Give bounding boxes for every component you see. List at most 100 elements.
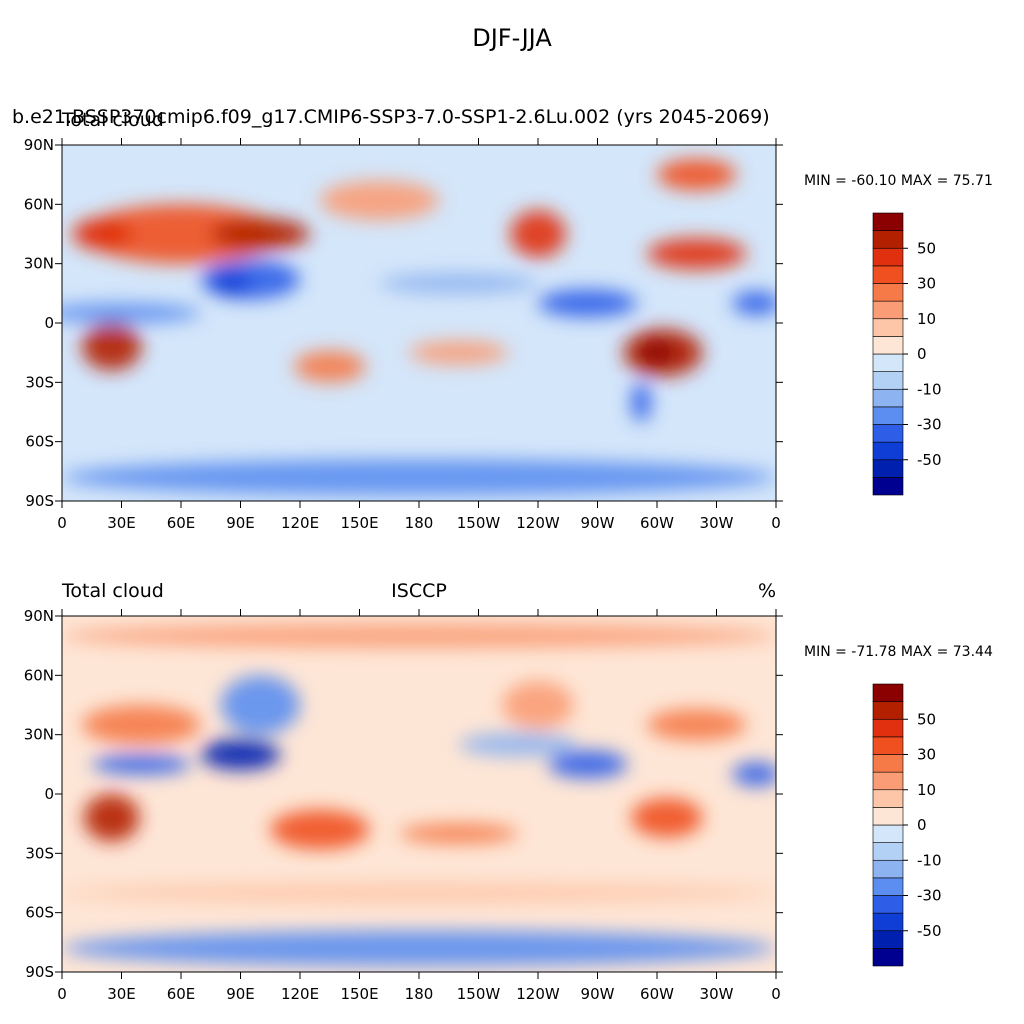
colorbar-box bbox=[872, 318, 904, 337]
x-tick-label: 180 bbox=[405, 985, 434, 1003]
field-blob bbox=[631, 797, 703, 838]
case-title: b.e21.BSSP370cmip6.f09_g17.CMIP6-SSP3-7.… bbox=[12, 106, 770, 128]
y-tick-label: 60S bbox=[25, 433, 54, 451]
field-blob bbox=[62, 930, 776, 967]
field-blobs bbox=[62, 158, 776, 496]
colorbar-box bbox=[872, 371, 904, 390]
x-tick-label: 60E bbox=[167, 514, 196, 532]
field-blob bbox=[502, 681, 574, 729]
colorbar-box bbox=[872, 824, 904, 843]
field-blob bbox=[637, 340, 677, 365]
field-blob bbox=[409, 340, 509, 365]
colorbar-label: 50 bbox=[917, 239, 936, 257]
x-tick-label: 60W bbox=[640, 985, 674, 1003]
colorbar-box bbox=[872, 424, 904, 443]
field-blob bbox=[71, 218, 132, 250]
field-blob bbox=[62, 303, 201, 323]
field-blob bbox=[538, 289, 638, 318]
colorbar-box bbox=[872, 336, 904, 355]
colorbar-box bbox=[872, 736, 904, 755]
y-tick-label: 60N bbox=[24, 666, 54, 684]
x-tick-label: 120E bbox=[281, 514, 319, 532]
y-tick-label: 90S bbox=[25, 963, 54, 981]
colorbar-label: -30 bbox=[917, 887, 942, 905]
x-tick-label: 120W bbox=[516, 514, 560, 532]
x-tick-label: 0 bbox=[771, 985, 781, 1003]
colorbar-box bbox=[872, 912, 904, 932]
colorbar-box bbox=[872, 930, 904, 949]
field-blob bbox=[62, 883, 776, 903]
field-blob bbox=[547, 750, 628, 779]
colorbar-box bbox=[872, 406, 904, 425]
x-tick-label: 150E bbox=[340, 985, 378, 1003]
colorbar-label: 10 bbox=[917, 310, 936, 328]
field-blob bbox=[200, 738, 281, 771]
colorbar-label: 30 bbox=[917, 746, 936, 764]
field-blob bbox=[210, 218, 310, 250]
x-tick-label: 30W bbox=[700, 514, 734, 532]
field-blob bbox=[631, 382, 652, 422]
field-blob bbox=[294, 350, 366, 383]
colorbar-box bbox=[872, 477, 904, 496]
field-blob bbox=[81, 204, 281, 264]
x-tick-label: 150E bbox=[340, 514, 378, 532]
x-tick-label: 90W bbox=[581, 985, 615, 1003]
min-max: MIN = -71.78 MAX = 73.44 bbox=[804, 644, 993, 660]
field-background bbox=[62, 616, 776, 972]
colorbar-box bbox=[872, 701, 904, 720]
center-title: ISCCP bbox=[391, 580, 447, 602]
colorbar-box bbox=[872, 265, 904, 284]
map-field bbox=[62, 145, 776, 501]
colorbar-label: 0 bbox=[917, 345, 927, 363]
x-tick-label: 60E bbox=[167, 985, 196, 1003]
colorbar-label: 50 bbox=[917, 710, 936, 728]
colorbar-label: -10 bbox=[917, 851, 942, 869]
y-tick-label: 90N bbox=[24, 136, 54, 154]
x-tick-label: 0 bbox=[57, 985, 67, 1003]
field-blob bbox=[732, 762, 776, 787]
x-tick-label: 150W bbox=[457, 985, 501, 1003]
x-tick-label: 30E bbox=[107, 514, 136, 532]
colorbar-box bbox=[872, 718, 904, 738]
x-tick-label: 90W bbox=[581, 514, 615, 532]
y-tick-label: 0 bbox=[44, 785, 54, 803]
field-blob bbox=[319, 180, 439, 221]
y-tick-label: 30S bbox=[25, 373, 54, 391]
colorbar-box bbox=[872, 441, 904, 461]
y-tick-label: 60N bbox=[24, 195, 54, 213]
x-tick-label: 180 bbox=[405, 514, 434, 532]
field-blob bbox=[647, 237, 747, 270]
field-blob bbox=[270, 809, 370, 850]
x-tick-label: 30W bbox=[700, 985, 734, 1003]
field-blob bbox=[81, 705, 201, 745]
x-tick-label: 30E bbox=[107, 985, 136, 1003]
colorbar-box bbox=[872, 353, 904, 372]
y-tick-label: 30S bbox=[25, 844, 54, 862]
field-blob bbox=[647, 708, 747, 741]
colorbar-box bbox=[872, 212, 904, 231]
colorbar-box bbox=[872, 895, 904, 914]
left-title: Total cloud bbox=[61, 580, 164, 602]
x-tick-label: 60W bbox=[640, 514, 674, 532]
colorbar-label: -50 bbox=[917, 451, 942, 469]
y-tick-label: 0 bbox=[44, 314, 54, 332]
colorbar-box bbox=[872, 842, 904, 861]
field-blob bbox=[657, 158, 737, 191]
colorbar-label: 10 bbox=[917, 781, 936, 799]
colorbar-box bbox=[872, 789, 904, 808]
colorbar-label: -30 bbox=[917, 416, 942, 434]
colorbar-box bbox=[872, 807, 904, 826]
colorbar-label: -50 bbox=[917, 922, 942, 940]
field-blob bbox=[399, 823, 519, 844]
field-blob bbox=[91, 754, 191, 775]
left-title: Total cloud bbox=[61, 109, 164, 131]
colorbar-box bbox=[872, 247, 904, 267]
colorbar-box bbox=[872, 388, 904, 408]
field-blob bbox=[62, 459, 776, 496]
x-tick-label: 150W bbox=[457, 514, 501, 532]
right-title: % bbox=[758, 580, 776, 602]
min-max: MIN = -60.10 MAX = 75.71 bbox=[804, 173, 993, 189]
field-blob bbox=[732, 291, 776, 316]
colorbar-label: -10 bbox=[917, 380, 942, 398]
field-blobs bbox=[62, 623, 776, 967]
